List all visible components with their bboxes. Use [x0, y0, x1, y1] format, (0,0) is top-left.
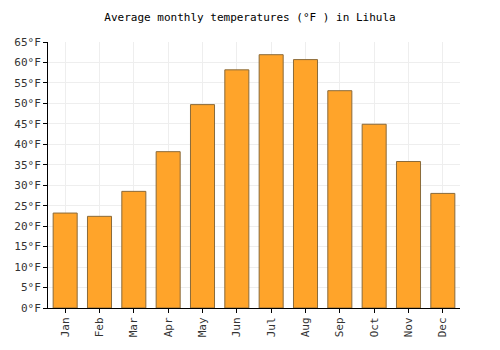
svg-text:Apr: Apr [162, 317, 175, 337]
svg-text:May: May [196, 317, 209, 337]
svg-text:50°F: 50°F [14, 97, 41, 110]
svg-text:Aug: Aug [299, 317, 312, 337]
svg-text:5°F: 5°F [21, 281, 41, 294]
svg-text:Jul: Jul [265, 317, 278, 337]
svg-text:20°F: 20°F [14, 220, 41, 233]
svg-text:Jun: Jun [230, 317, 243, 337]
svg-text:15°F: 15°F [14, 240, 41, 253]
svg-text:40°F: 40°F [14, 138, 41, 151]
svg-text:35°F: 35°F [14, 159, 41, 172]
svg-text:Jan: Jan [59, 317, 72, 337]
svg-text:Mar: Mar [127, 317, 140, 337]
svg-text:60°F: 60°F [14, 56, 41, 69]
svg-text:55°F: 55°F [14, 77, 41, 90]
svg-text:Oct: Oct [368, 317, 381, 337]
svg-text:Dec: Dec [436, 317, 449, 337]
svg-text:25°F: 25°F [14, 200, 41, 213]
svg-text:45°F: 45°F [14, 118, 41, 131]
svg-text:0°F: 0°F [21, 302, 41, 315]
svg-text:10°F: 10°F [14, 261, 41, 274]
svg-text:65°F: 65°F [14, 36, 41, 49]
svg-text:30°F: 30°F [14, 179, 41, 192]
svg-text:Feb: Feb [93, 317, 106, 337]
svg-text:Sep: Sep [333, 317, 346, 337]
svg-text:Nov: Nov [402, 317, 415, 337]
svg-text:Average monthly temperatures (: Average monthly temperatures (°F ) in Li… [104, 11, 395, 24]
